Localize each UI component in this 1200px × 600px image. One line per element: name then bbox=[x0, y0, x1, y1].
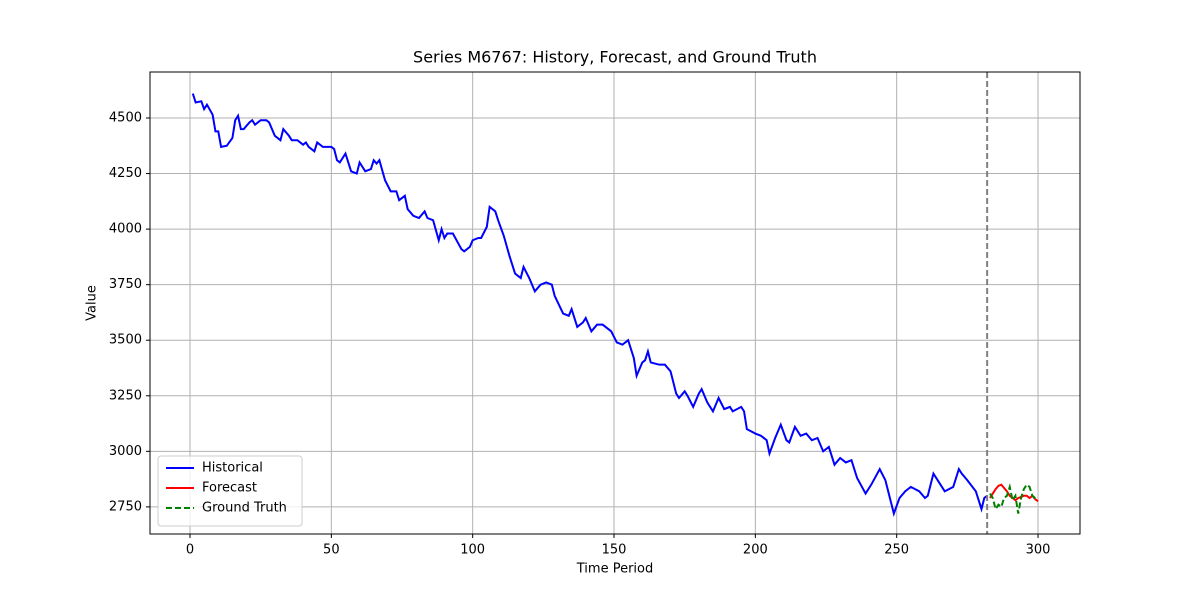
y-tick-label: 4000 bbox=[109, 222, 142, 237]
y-axis-label: Value bbox=[85, 285, 100, 321]
plot-frame bbox=[149, 71, 1081, 535]
y-tick-label: 3250 bbox=[109, 388, 142, 403]
x-tick-label: 100 bbox=[460, 543, 485, 558]
legend: Historical Forecast Ground Truth bbox=[157, 455, 303, 527]
x-tick-label: 300 bbox=[1026, 543, 1051, 558]
legend-label: Ground Truth bbox=[202, 501, 287, 516]
y-tick-label: 3750 bbox=[109, 277, 142, 292]
y-tick-label: 4500 bbox=[109, 111, 142, 126]
y-tick-label: 2750 bbox=[109, 499, 142, 514]
x-tick-label: 200 bbox=[743, 543, 768, 558]
y-tick-label: 3500 bbox=[109, 333, 142, 348]
y-tick-label: 3000 bbox=[109, 444, 142, 459]
y-tick-label: 4250 bbox=[109, 166, 142, 181]
chart-title: Series M6767: History, Forecast, and Gro… bbox=[413, 48, 817, 67]
legend-label: Forecast bbox=[202, 481, 257, 496]
x-axis-label: Time Period bbox=[576, 562, 653, 577]
series-line bbox=[191, 93, 988, 517]
series-line bbox=[989, 482, 1039, 514]
x-tick-label: 250 bbox=[884, 543, 909, 558]
x-tick-label: 50 bbox=[323, 543, 340, 558]
x-tick-label: 150 bbox=[602, 543, 627, 558]
x-tick-label: 0 bbox=[186, 543, 194, 558]
legend-label: Historical bbox=[202, 461, 263, 476]
